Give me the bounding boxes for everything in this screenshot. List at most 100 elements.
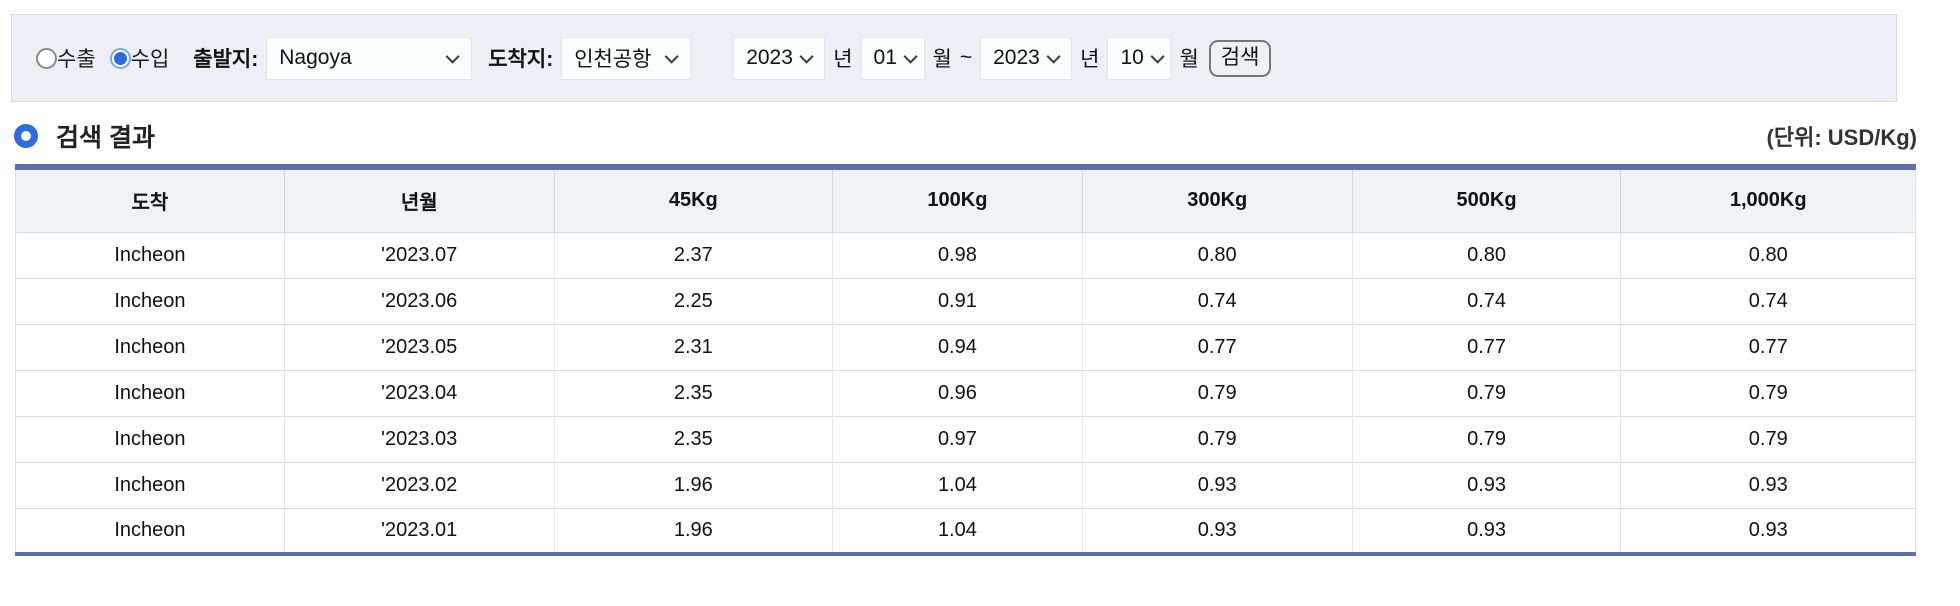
from-month-suffix: 월 [932,48,952,71]
departure-select-value: Nagoya [279,46,352,69]
cell: 0.91 [831,277,1083,324]
cell: 0.74 [1620,277,1916,324]
cell: 0.74 [1081,277,1353,324]
cell: 0.80 [1620,231,1916,278]
cell: '2023.05 [283,323,555,370]
cell: 0.77 [1620,323,1916,370]
departure-label: 출발지: [193,48,259,71]
arrival-label: 도착지: [488,48,554,71]
to-year-suffix: 년 [1080,48,1100,71]
table-row: Incheon '2023.02 1.96 1.04 0.93 0.93 0.93 [15,461,1916,508]
from-year-suffix: 년 [833,48,853,71]
column-header: 500Kg [1351,167,1621,232]
cell: '2023.01 [283,507,555,554]
cell: 1.04 [831,461,1083,508]
chevron-down-icon [1150,49,1165,64]
table-row: Incheon '2023.05 2.31 0.94 0.77 0.77 0.77 [15,323,1916,370]
cell: 0.93 [1620,461,1916,508]
results-title: 검색 결과 [56,124,155,152]
table-row: Incheon '2023.04 2.35 0.96 0.79 0.79 0.79 [15,369,1916,416]
chevron-down-icon [799,49,814,64]
cell: 0.97 [831,415,1083,462]
radio-import-label: 수입 [130,48,170,71]
cell: Incheon [15,415,285,462]
radio-import-circle-icon[interactable] [109,47,131,69]
cell: 0.98 [831,231,1083,278]
table-header-row: 도착 년월 45Kg 100Kg 300Kg 500Kg 1,000Kg [15,167,1916,232]
cell: 0.79 [1620,415,1916,462]
cell: 2.37 [553,231,833,278]
cell: 0.93 [1351,507,1621,554]
cell: 0.96 [831,369,1083,416]
arrival-select-value: 인천공항 [574,48,652,71]
cell: 2.35 [553,369,833,416]
table-row: Incheon '2023.03 2.35 0.97 0.79 0.79 0.79 [15,415,1916,462]
cell: Incheon [15,277,285,324]
cell: '2023.03 [283,415,555,462]
results-bullet-icon [14,124,38,148]
cell: Incheon [15,507,285,554]
to-year-value: 2023 [993,46,1040,69]
from-year-value: 2023 [746,46,793,69]
cell: 0.93 [1081,461,1353,508]
chevron-down-icon [1046,49,1061,64]
radio-export-label: 수출 [57,48,96,71]
chevron-down-icon [445,49,460,64]
cell: 0.77 [1081,323,1353,370]
search-bar: 수출 수입 출발지: Nagoya 도착지: 인천공항 2023 년 01 월 … [11,14,1897,102]
cell: 1.96 [553,507,833,554]
results-title-wrap: 검색 결과 [14,118,155,154]
column-header: 도착 [15,167,285,232]
trade-direction-radio-group: 수출 수입 [36,43,169,73]
to-month-value: 10 [1120,46,1144,69]
table-row: Incheon '2023.01 1.96 1.04 0.93 0.93 0.93 [15,507,1916,554]
radio-import[interactable]: 수입 [109,43,170,73]
cell: Incheon [15,461,285,508]
cell: 0.79 [1351,415,1621,462]
cell: 0.80 [1351,231,1621,278]
cell: 0.79 [1620,369,1916,416]
chevron-down-icon [903,49,918,64]
cell: 0.80 [1081,231,1353,278]
cell: '2023.07 [283,231,555,278]
arrival-select[interactable]: 인천공항 [561,36,692,80]
cell: '2023.02 [283,461,555,508]
cell: 0.93 [1351,461,1621,508]
cell: '2023.06 [283,277,555,324]
search-button[interactable]: 검색 [1208,39,1272,77]
to-month-suffix: 월 [1179,48,1199,71]
cell: Incheon [15,231,285,278]
results-header: 검색 결과 (단위: USD/Kg) [14,118,1917,154]
cell: 0.93 [1620,507,1916,554]
to-month-select[interactable]: 10 [1107,36,1172,80]
to-year-select[interactable]: 2023 [980,36,1073,80]
from-year-select[interactable]: 2023 [733,36,826,80]
results-table-wrap: 도착 년월 45Kg 100Kg 300Kg 500Kg 1,000Kg Incheon '2… [15,164,1916,556]
chevron-down-icon [664,49,679,64]
column-header: 300Kg [1081,167,1353,232]
table-body: Incheon '2023.07 2.37 0.98 0.80 0.80 0.80 Inche… [15,231,1916,554]
cell: 0.79 [1351,369,1621,416]
cell: Incheon [15,323,285,370]
from-month-value: 01 [873,46,897,69]
cell: '2023.04 [283,369,555,416]
cell: Incheon [15,369,285,416]
departure-select[interactable]: Nagoya [266,36,473,80]
radio-export-circle-icon[interactable] [36,47,57,69]
cell: 2.31 [553,323,833,370]
cell: 0.94 [831,323,1083,370]
cell: 0.79 [1081,415,1353,462]
table-row: Incheon '2023.06 2.25 0.91 0.74 0.74 0.74 [15,277,1916,324]
cell: 0.79 [1081,369,1353,416]
column-header: 45Kg [553,167,833,232]
radio-export[interactable]: 수출 [36,43,96,73]
column-header: 년월 [283,167,555,232]
cell: 2.25 [553,277,833,324]
from-month-select[interactable]: 01 [860,36,925,80]
cell: 1.96 [553,461,833,508]
column-header: 1,000Kg [1620,167,1916,232]
cell: 1.04 [831,507,1083,554]
range-separator: ~ [959,46,973,69]
cell: 0.74 [1351,277,1621,324]
cell: 0.77 [1351,323,1621,370]
